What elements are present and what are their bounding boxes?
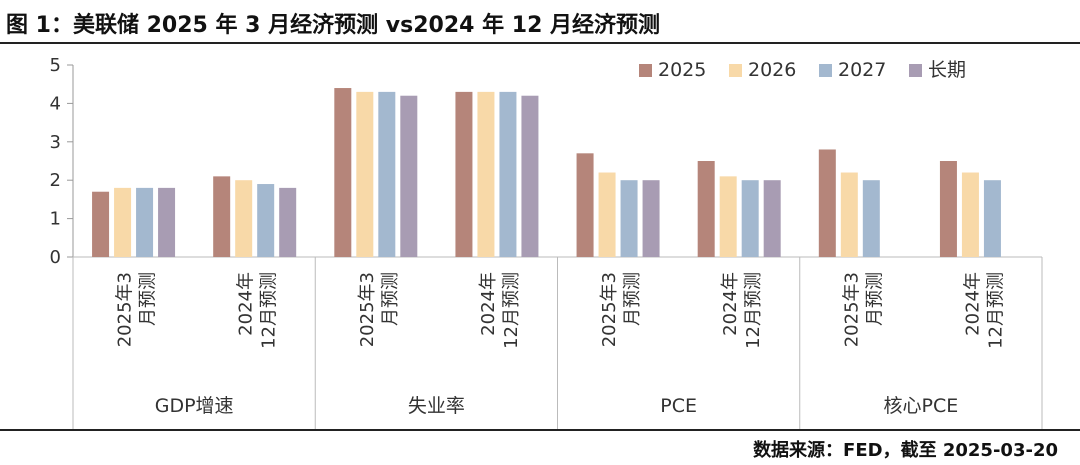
category-label: 2025年3 月预测 [841,272,885,347]
bar-2025-3 [334,88,352,257]
category-label: 2024年 12月预测 [236,272,280,349]
category-label-line1: 2024年 [478,272,499,336]
legend-label: 2026 [748,59,796,81]
bar-2027-1 [136,187,154,257]
bar-2026-7 [840,172,858,257]
category-label: 2025年3 月预测 [115,272,159,347]
legend-swatch-长期 [909,64,922,77]
category-label-line2: 12月预测 [743,272,764,349]
bar-2026-8 [961,172,979,257]
bar-2027-7 [862,180,880,257]
category-label-line1: 2024年 [720,272,741,336]
legend-label: 长期 [928,59,966,81]
category-label: 2025年3 月预测 [357,272,401,347]
bar-长期-6 [763,180,781,257]
category-label-line1: 2025年3 [357,272,378,347]
group-label: 核心PCE [884,395,959,417]
bar-长期-3 [400,95,418,257]
bar-2026-5 [598,172,616,257]
bar-2025-5 [576,153,594,257]
y-tick-label: 1 [50,209,61,230]
category-label: 2025年3 月预测 [599,272,643,347]
bar-2026-4 [477,91,495,257]
bar-长期-5 [642,180,660,257]
title-bar: 图 1：美联储 2025 年 3 月经济预测 vs2024 年 12 月经济预测 [0,0,1080,44]
category-label-line2: 12月预测 [985,272,1006,349]
legend-swatch-2026 [729,64,742,77]
group-label: GDP增速 [155,395,234,417]
bar-2027-5 [620,180,638,257]
category-label-line1: 2025年3 [115,272,136,347]
bar-2027-6 [741,180,759,257]
bar-长期-2 [279,187,297,257]
y-tick-label: 5 [50,55,61,76]
group-label: 失业率 [408,395,465,417]
bar-2025-1 [92,191,110,257]
bar-2025-2 [213,176,231,257]
category-label-line2: 月预测 [864,272,885,326]
category-label-line1: 2025年3 [599,272,620,347]
category-label-line1: 2025年3 [841,272,862,347]
bar-长期-1 [158,187,176,257]
bar-2027-3 [378,91,396,257]
title-divider [0,42,1080,44]
legend-swatch-2027 [819,64,832,77]
category-label: 2024年 12月预测 [478,272,522,349]
y-tick-label: 4 [50,93,61,114]
legend-label: 2027 [838,59,886,81]
y-tick-label: 3 [50,132,61,153]
category-label: 2024年 12月预测 [720,272,764,349]
legend-label: 2025 [658,59,706,81]
bar-2026-1 [114,187,132,257]
category-label-line2: 月预测 [138,272,159,326]
category-label-line2: 12月预测 [501,272,522,349]
bar-2025-7 [818,149,836,257]
category-label-line1: 2024年 [236,272,257,336]
footer-divider [0,429,1080,431]
bar-2027-4 [499,91,517,257]
category-label-line1: 2024年 [962,272,983,336]
bar-2026-2 [235,180,253,257]
bar-2027-2 [257,184,275,257]
category-label-line2: 月预测 [622,272,643,326]
y-tick-label: 0 [50,247,61,268]
category-label-line2: 12月预测 [259,272,280,349]
data-source-note: 数据来源：FED，截至 2025-03-20 [753,440,1058,461]
bar-长期-4 [521,95,539,257]
legend-swatch-2025 [639,64,652,77]
category-label-line2: 月预测 [380,272,401,326]
figure-title: 图 1：美联储 2025 年 3 月经济预测 vs2024 年 12 月经济预测 [6,13,661,38]
y-tick-label: 2 [50,170,61,191]
bar-2026-3 [356,91,374,257]
bar-2027-8 [983,180,1001,257]
bar-2025-8 [939,161,957,257]
bar-2025-6 [697,161,715,257]
group-label: PCE [660,395,697,417]
bar-2025-4 [455,91,473,257]
bar-2026-6 [719,176,737,257]
category-label: 2024年 12月预测 [962,272,1006,349]
